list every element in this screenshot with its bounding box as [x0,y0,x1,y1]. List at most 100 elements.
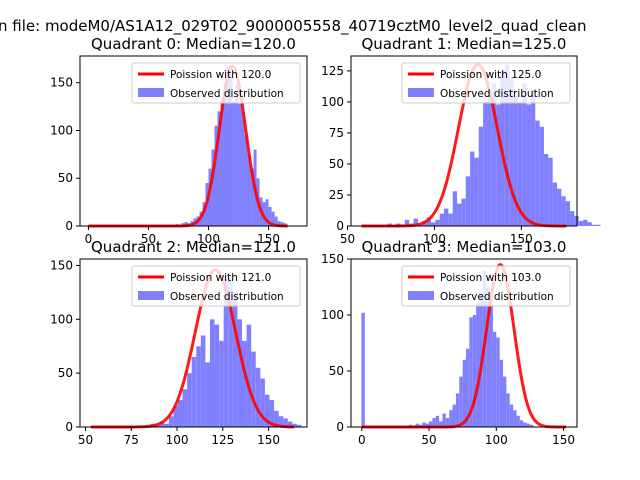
x-tick-label: 100 [485,433,508,447]
y-tick-label: 150 [50,258,73,272]
histogram-bar [246,324,252,427]
axes-frame [79,258,308,428]
histogram-bar [578,221,584,226]
histogram-bar [466,348,470,427]
histogram-bar [260,378,265,427]
y-tick-label: 50 [329,157,344,171]
histogram-bar [517,101,523,226]
histogram-bar [250,168,254,226]
histogram-bar [228,278,233,427]
histogram-bar [404,219,410,226]
histogram-bar [462,359,467,427]
y-tick-label: 100 [50,312,73,326]
y-tick-label: 75 [329,126,344,140]
histogram-bar [280,222,284,226]
axes-frame [350,258,578,428]
histogram-bar [251,351,256,427]
legend-label-observed: Observed distribution [170,291,284,303]
histogram-bar [214,324,220,427]
histogram-bar [429,421,433,427]
histogram-bar [561,196,566,226]
histogram-bar [529,424,534,427]
histogram-bar [232,292,238,427]
histogram-bar [499,359,504,427]
histogram-bar [223,82,227,227]
y-tick-label: 125 [321,64,344,78]
axes-frame [350,55,578,227]
histogram-bar [242,340,247,427]
histogram-bar [483,101,488,226]
histogram-bar [187,373,192,427]
legend-box [131,62,301,104]
histogram-bar [292,423,297,427]
quadrant-3-panel: 0 50 100 150 0 50 100 150 Poission with 103.0 Obs… [321,238,578,447]
legend-label-observed: Observed distribution [440,88,554,100]
histogram-bar [445,418,450,427]
histogram-bar [509,404,514,427]
histogram-bar [244,135,248,226]
histogram-bar [415,423,419,427]
histogram-bar [455,393,460,427]
y-tick-label: 150 [50,76,73,90]
histogram-bar [487,95,492,227]
legend-bar-swatch [408,291,434,300]
y-tick-label: 50 [329,364,344,378]
histogram-bar [296,424,302,427]
y-tick-label: 100 [321,95,344,109]
histogram-spike-bar [361,312,365,427]
x-tick-label: 0 [85,232,93,246]
legend-bar-swatch [138,291,164,300]
histogram-bar [496,104,501,226]
axes-frame [79,55,308,227]
quadrant-2-panel: 50 75 100 125 150 0 50 100 150 Poission with 121.… [50,238,308,447]
y-tick-label: 100 [321,308,344,322]
histogram-bar [539,126,544,226]
y-tick-label: 0 [336,219,344,233]
histogram-bar [596,224,601,226]
histogram-bar [583,219,588,226]
histogram-bar [184,222,188,226]
histogram-bar [232,101,236,226]
legend-label-observed: Observed distribution [440,291,554,303]
histogram-bar [465,176,471,226]
x-tick-label: 150 [552,433,575,447]
quadrant-0-panel: 0 50 100 150 0 50 100 150 Poission with 120.0 Obs… [50,35,308,246]
histogram-bar [159,421,165,427]
histogram-bar [519,420,524,427]
histogram-bar [235,84,239,227]
y-tick-label: 100 [50,123,73,137]
histogram-bar [449,410,453,427]
figure-title: n file: modeM0/AS1A12_029T02_9000005558_… [0,17,587,36]
legend-label-observed: Observed distribution [170,88,284,100]
y-tick-label: 50 [58,366,73,380]
histogram-bar [223,276,229,427]
x-tick-label: 50 [141,232,156,246]
x-tick-label: 100 [197,232,220,246]
histogram-bar [439,421,443,427]
histogram-bar [413,218,418,226]
histogram-bar [269,400,275,427]
y-tick-label: 150 [321,252,344,266]
histogram-bar [452,404,456,427]
histogram-bar [439,213,445,226]
y-tick-label: 0 [65,219,73,233]
legend-label-poisson: Poission with 125.0 [440,69,541,81]
x-tick-label: 150 [257,232,280,246]
histogram-bar [430,222,436,226]
histogram-bar [448,213,453,226]
histogram-bar [491,83,497,226]
histogram-bar [509,77,514,226]
histogram-bar [277,221,281,226]
histogram-bar [274,216,278,226]
histogram-bar [247,154,251,226]
histogram-bar [486,287,490,427]
histogram-bar [461,198,466,226]
histogram-bar [503,376,507,427]
histogram-bar [211,149,215,226]
quadrant-title: Quadrant 2: Median=121.0 [91,238,296,256]
histogram-bar [523,422,527,427]
legend-bar-swatch [408,88,434,97]
quadrant-title: Quadrant 3: Median=103.0 [362,238,567,256]
histogram-bar [552,182,558,226]
histogram-bar [457,203,462,226]
